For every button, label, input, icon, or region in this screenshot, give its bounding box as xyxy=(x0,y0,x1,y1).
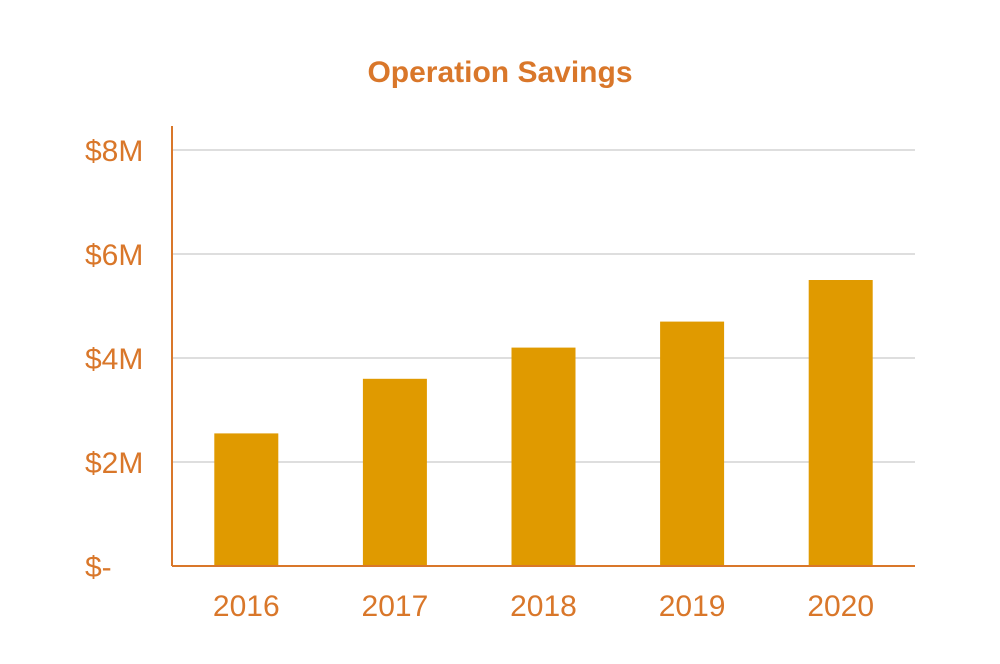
y-tick-label: $4M xyxy=(85,343,143,376)
bar-2016 xyxy=(214,433,279,566)
x-tick-label: 2019 xyxy=(659,590,726,623)
bar-2017 xyxy=(362,378,427,566)
bar-2018 xyxy=(511,347,576,566)
x-tick-label: 2020 xyxy=(807,590,874,623)
x-tick-label: 2016 xyxy=(213,590,280,623)
x-tick-labels: 2016 2017 2018 2019 2020 xyxy=(213,590,874,623)
x-tick-label: 2018 xyxy=(510,590,577,623)
y-tick-label: $2M xyxy=(85,447,143,480)
y-tick-label: $6M xyxy=(85,239,143,272)
bars xyxy=(214,280,873,566)
bar-2020 xyxy=(808,280,873,566)
y-tick-label: $- xyxy=(85,551,112,584)
y-tick-labels: $- $2M $4M $6M $8M xyxy=(85,135,143,584)
bar-2019 xyxy=(660,321,725,566)
chart-title: Operation Savings xyxy=(367,56,632,89)
axes xyxy=(171,126,915,567)
y-tick-label: $8M xyxy=(85,135,143,168)
x-tick-label: 2017 xyxy=(362,590,429,623)
